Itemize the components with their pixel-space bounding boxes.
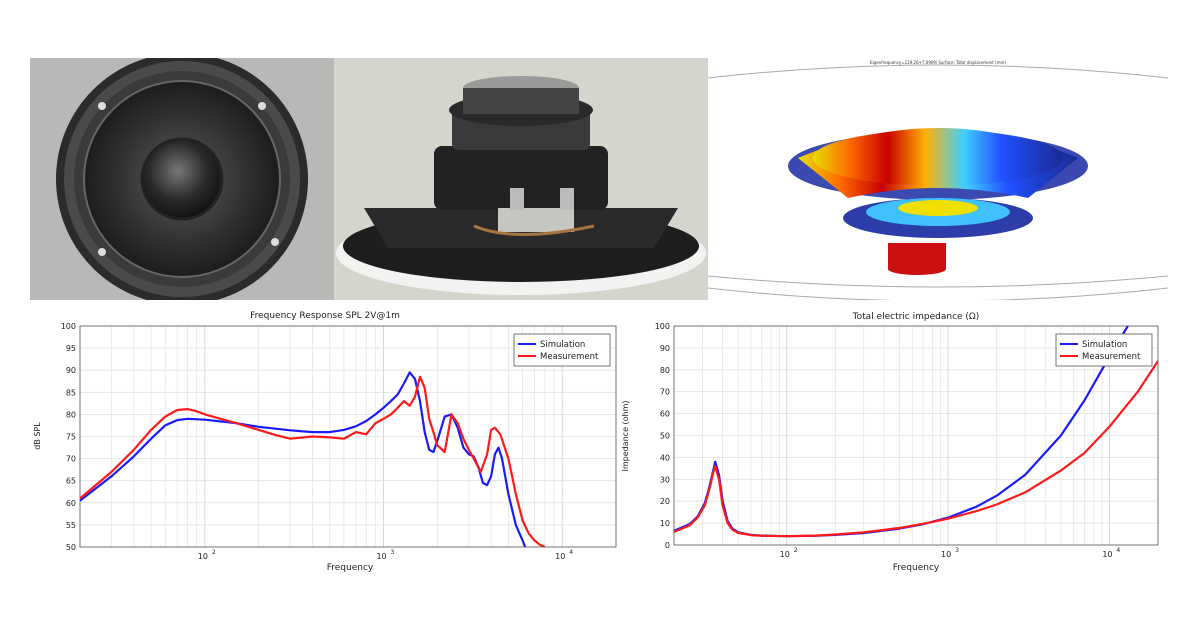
y-tick-label: 70 xyxy=(66,455,76,464)
x-tick-exponent: 2 xyxy=(212,549,216,556)
y-tick-label: 80 xyxy=(66,410,76,419)
chart-title: Frequency Response SPL 2V@1m xyxy=(250,311,400,321)
x-tick-label: 10 xyxy=(198,552,208,561)
y-tick-label: 90 xyxy=(66,366,76,375)
y-tick-label: 50 xyxy=(660,432,670,441)
x-axis-label: Frequency xyxy=(893,563,940,573)
y-tick-label: 60 xyxy=(660,410,670,419)
legend-label: Measurement xyxy=(540,352,599,362)
woofer-side-photo xyxy=(334,58,708,300)
x-axis-label: Frequency xyxy=(327,563,374,573)
legend-label: Measurement xyxy=(1082,352,1141,362)
legend: Simulation Measurement xyxy=(1055,333,1153,367)
y-tick-label: 95 xyxy=(66,344,76,353)
x-tick-exponent: 3 xyxy=(955,547,959,554)
plot-frame xyxy=(673,325,1159,546)
impedance-chart: Total electric impedance (Ω) Frequency I… xyxy=(620,306,1170,576)
y-tick-label: 10 xyxy=(660,519,670,528)
simulation-caption: Eigenfrequency=119.26+7.0969i Surface: T… xyxy=(870,60,1006,65)
x-tick-exponent: 3 xyxy=(391,549,395,556)
y-axis-label: Impedance (ohm) xyxy=(621,400,630,471)
y-tick-label: 65 xyxy=(66,477,76,486)
y-tick-label: 0 xyxy=(665,541,670,550)
legend-box xyxy=(513,333,611,367)
x-tick-exponent: 4 xyxy=(1116,547,1120,554)
simulation-render: Eigenfrequency=119.26+7.0969i Surface: T… xyxy=(708,58,1168,300)
chart-title: Total electric impedance (Ω) xyxy=(852,312,980,322)
y-axis-label: dB SPL xyxy=(33,422,42,450)
y-tick-label: 85 xyxy=(66,388,76,397)
plot-frame xyxy=(79,325,617,548)
y-tick-label: 90 xyxy=(660,344,670,353)
y-tick-label: 40 xyxy=(660,453,670,462)
y-tick-label: 100 xyxy=(655,322,670,331)
x-tick-label: 10 xyxy=(555,552,565,561)
y-tick-label: 60 xyxy=(66,499,76,508)
x-tick-label: 10 xyxy=(941,550,951,559)
y-tick-label: 30 xyxy=(660,475,670,484)
y-tick-label: 70 xyxy=(660,388,670,397)
series-line-measurement xyxy=(80,375,546,547)
y-tick-label: 50 xyxy=(66,543,76,552)
legend-label: Simulation xyxy=(1082,340,1127,350)
legend-label: Simulation xyxy=(540,340,585,350)
x-tick-label: 10 xyxy=(1102,550,1112,559)
y-tick-label: 80 xyxy=(660,366,670,375)
x-tick-label: 10 xyxy=(376,552,386,561)
y-tick-label: 55 xyxy=(66,521,76,530)
y-tick-label: 75 xyxy=(66,433,76,442)
x-tick-label: 10 xyxy=(780,550,790,559)
spl-frequency-response-chart: Frequency Response SPL 2V@1m Frequency d… xyxy=(30,306,620,576)
series-line-measurement xyxy=(674,360,1158,538)
woofer-front-photo xyxy=(30,58,334,300)
x-tick-exponent: 2 xyxy=(794,547,798,554)
x-tick-exponent: 4 xyxy=(569,549,573,556)
series-line-simulation xyxy=(80,371,527,547)
y-tick-label: 20 xyxy=(660,497,670,506)
y-tick-label: 100 xyxy=(61,322,76,331)
legend-box xyxy=(1055,333,1153,367)
legend: Simulation Measurement xyxy=(513,333,611,367)
